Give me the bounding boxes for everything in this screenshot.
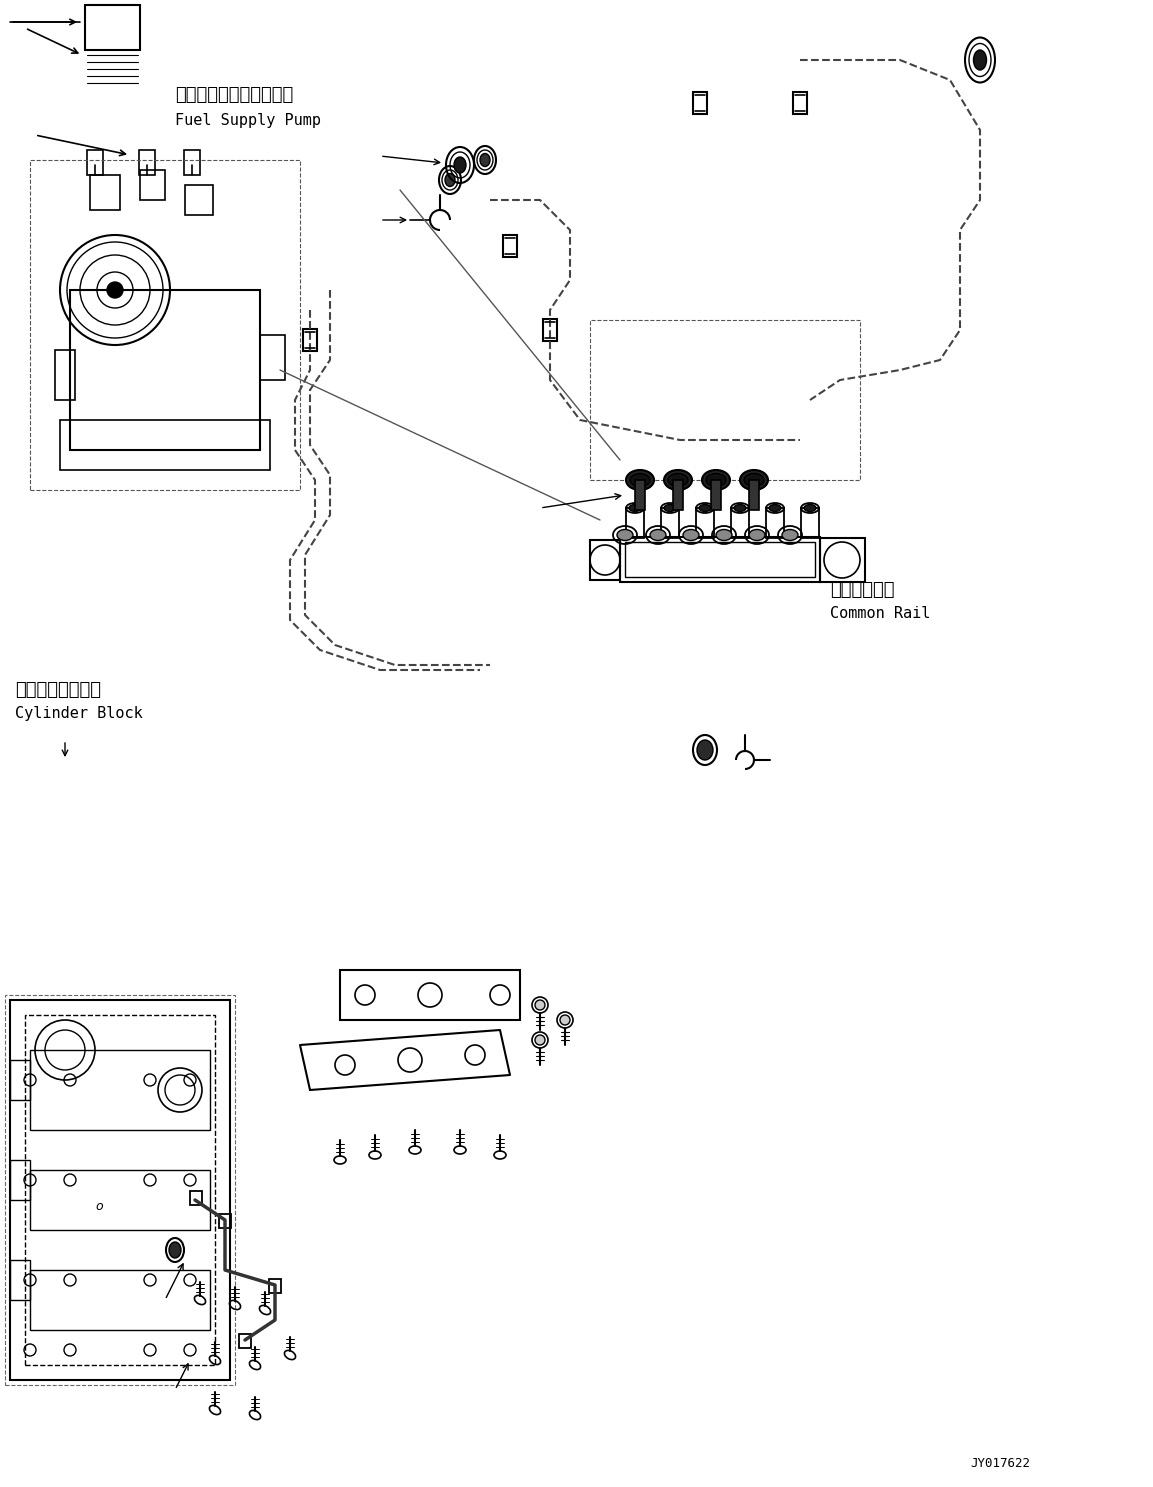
Ellipse shape [454,158,466,172]
Ellipse shape [734,504,746,512]
Bar [340,970,520,1020]
Ellipse shape [683,529,699,540]
Bar [503,235,517,257]
Bar [25,1016,214,1365]
Bar [10,1060,30,1100]
Ellipse shape [804,504,816,512]
Bar [55,349,75,400]
Ellipse shape [169,1242,181,1258]
Ellipse shape [480,153,490,167]
Bar [10,999,229,1380]
Ellipse shape [782,529,798,540]
Ellipse shape [749,529,764,540]
Bar [140,170,165,199]
Bar [749,480,759,510]
Ellipse shape [973,51,987,70]
Bar [661,509,679,538]
Bar [30,161,300,491]
Ellipse shape [744,473,764,486]
Text: o: o [95,1200,103,1213]
Bar [10,1160,30,1200]
Text: Cylinder Block: Cylinder Block [15,706,143,721]
Circle shape [535,1035,545,1045]
Bar [801,509,819,538]
Circle shape [560,1016,570,1025]
Ellipse shape [699,504,711,512]
Bar [259,335,285,381]
Bar [60,419,270,470]
Text: Common Rail: Common Rail [830,607,930,622]
Bar [620,537,820,581]
Bar [86,150,103,175]
Bar [590,320,860,480]
Bar [673,480,683,510]
Ellipse shape [630,504,641,512]
Ellipse shape [626,470,654,491]
Bar [820,538,865,581]
Bar [30,1270,210,1329]
Ellipse shape [617,529,633,540]
Bar [10,1259,30,1300]
Bar [626,509,645,538]
Bar [711,480,721,510]
Bar [696,509,714,538]
Ellipse shape [668,473,688,486]
Ellipse shape [698,741,713,760]
Text: JY017622: JY017622 [970,1457,1030,1471]
Bar [793,92,807,114]
Bar [184,184,213,216]
Ellipse shape [650,529,666,540]
Text: フェエルサプライボンプ: フェエルサプライボンプ [175,86,293,104]
Bar [184,150,199,175]
Bar [190,1191,202,1204]
Bar [85,4,140,51]
Ellipse shape [664,470,692,491]
Bar [90,175,120,210]
Ellipse shape [630,473,650,486]
Circle shape [535,999,545,1010]
Ellipse shape [706,473,726,486]
Bar [303,329,317,351]
Bar [70,290,259,451]
Ellipse shape [716,529,732,540]
Bar [269,1279,281,1294]
Bar [239,1334,251,1349]
Bar [30,1050,210,1130]
Ellipse shape [664,504,676,512]
Circle shape [107,283,123,297]
Text: シリンダブロック: シリンダブロック [15,681,101,699]
Bar [140,150,155,175]
Bar [635,480,645,510]
Ellipse shape [445,174,455,186]
Text: コモンレール: コモンレール [830,581,895,599]
Bar [731,509,749,538]
Bar [693,92,707,114]
Ellipse shape [740,470,768,491]
Ellipse shape [702,470,730,491]
Text: Fuel Supply Pump: Fuel Supply Pump [175,113,321,128]
Bar [219,1213,231,1228]
Ellipse shape [769,504,781,512]
Bar [766,509,784,538]
Bar [625,541,815,577]
Bar [5,995,235,1384]
Bar [543,320,557,341]
Bar [590,540,620,580]
Bar [30,1170,210,1230]
